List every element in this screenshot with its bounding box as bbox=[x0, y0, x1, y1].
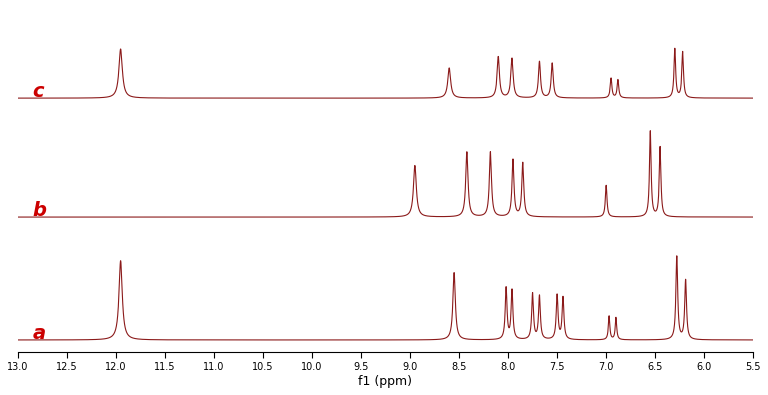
Text: a: a bbox=[32, 324, 45, 343]
Text: b: b bbox=[32, 201, 46, 220]
X-axis label: f1 (ppm): f1 (ppm) bbox=[359, 375, 412, 388]
Text: c: c bbox=[32, 82, 44, 101]
